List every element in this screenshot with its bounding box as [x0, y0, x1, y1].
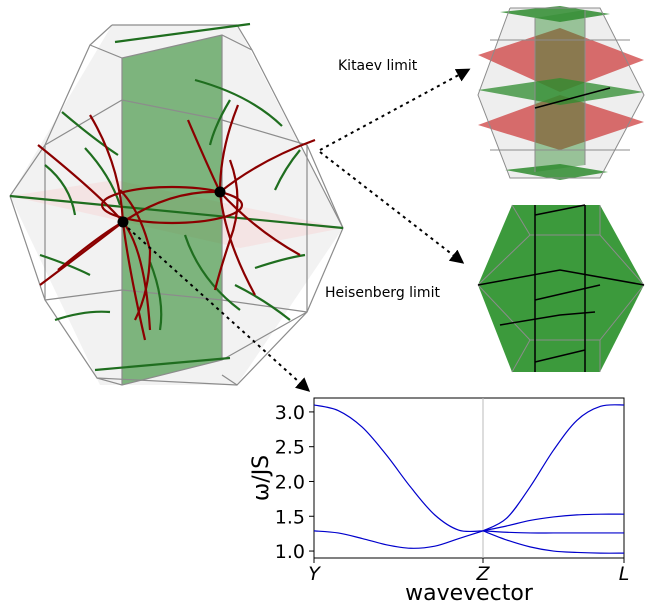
- kitaev-green-plane-bottom: [505, 164, 608, 180]
- kitaev-red-plane-lower: [478, 95, 644, 150]
- degeneracy-point-2: [214, 186, 226, 198]
- y-tick-label: 1.5: [275, 506, 305, 528]
- heisenberg-edges: [477, 204, 645, 373]
- arrows: [127, 68, 471, 392]
- green-nodal-lines: [9, 22, 344, 372]
- main-brillouin-zone: [9, 22, 344, 386]
- heisenberg-solid: [478, 205, 644, 372]
- dispersion-chart: 1.0 1.5 2.0 2.5 3.0 Y Z L wavevector ω/JS: [249, 397, 629, 606]
- band-line-6: [482, 530, 625, 554]
- x-tick-label-y: Y: [308, 563, 321, 585]
- kitaev-green-plane-top: [500, 6, 610, 22]
- x-tick-label-z: Z: [475, 563, 490, 585]
- band-line-5: [482, 530, 624, 534]
- arrow-to-kitaev: [319, 68, 471, 151]
- heisenberg-zone: [477, 204, 645, 373]
- kitaev-green-plane-mid: [478, 78, 644, 105]
- arrow-to-heisenberg: [319, 151, 465, 264]
- band-line-3: [482, 404, 625, 532]
- y-tick-label: 1.0: [275, 541, 305, 563]
- y-tick-label: 3.0: [275, 402, 305, 424]
- band-line-2: [313, 530, 484, 549]
- y-tick-label: 2.5: [275, 437, 305, 459]
- plot-frame: [313, 397, 625, 559]
- y-axis-label: ω/JS: [249, 455, 274, 501]
- degeneracy-point-1: [117, 216, 129, 228]
- kitaev-limit-label: Kitaev limit: [338, 58, 418, 74]
- band-lines: [313, 404, 625, 554]
- kitaev-zone: [477, 6, 645, 180]
- x-tick-label-l: L: [619, 563, 630, 585]
- heisenberg-limit-label: Heisenberg limit: [325, 285, 440, 301]
- y-tick-label: 2.0: [275, 471, 305, 493]
- y-axis-ticks: 1.0 1.5 2.0 2.5 3.0: [275, 402, 314, 563]
- green-vertical-plane: [122, 35, 222, 385]
- kitaev-green-vertical: [535, 10, 585, 172]
- kitaev-edges: [477, 7, 645, 179]
- kitaev-red-plane-upper: [478, 28, 644, 92]
- band-line-1: [313, 404, 484, 533]
- band-line-4: [482, 513, 625, 532]
- heisenberg-black-lines: [477, 204, 645, 372]
- x-axis-label: wavevector: [405, 581, 534, 606]
- kitaev-black-line: [534, 87, 611, 109]
- arrow-to-dispersion: [127, 227, 311, 392]
